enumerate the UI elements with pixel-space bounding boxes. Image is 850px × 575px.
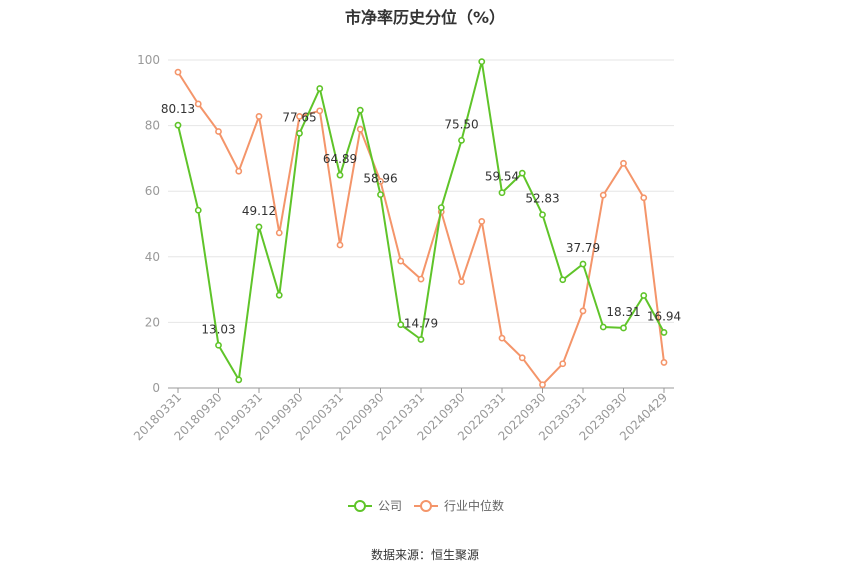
data-point [599, 191, 607, 199]
data-label: 37.79 [566, 241, 600, 255]
data-point [660, 329, 668, 336]
data-point [194, 206, 202, 214]
legend-label-0: 公司 [378, 499, 402, 513]
data-label: 18.31 [606, 305, 640, 319]
data-point [316, 107, 324, 115]
data-label: 16.94 [647, 309, 681, 323]
data-point [194, 100, 202, 108]
data-point [336, 171, 344, 179]
data-label: 52.83 [525, 192, 559, 206]
data-point [518, 354, 526, 362]
data-point [559, 360, 567, 368]
data-point [559, 276, 567, 284]
data-point [215, 341, 222, 349]
legend-marker-0 [354, 500, 366, 512]
y-tick-label: 60 [145, 184, 160, 198]
series-line-0 [177, 60, 665, 381]
data-point [174, 121, 182, 129]
data-point [620, 324, 627, 332]
data-point [498, 334, 506, 342]
data-point [275, 229, 283, 237]
data-label: 59.54 [485, 170, 519, 184]
data-point [458, 278, 465, 286]
data-point [417, 275, 425, 283]
data-label: 49.12 [242, 204, 276, 218]
data-point [579, 260, 587, 268]
data-point [235, 167, 243, 175]
data-point [377, 191, 384, 199]
data-point [458, 136, 465, 144]
data-point [397, 321, 405, 329]
data-point [296, 129, 303, 137]
y-tick-label: 0 [152, 381, 160, 395]
data-point [640, 292, 648, 299]
data-point [356, 125, 364, 133]
data-point [620, 159, 627, 167]
data-point [478, 58, 486, 66]
data-point [498, 189, 506, 197]
data-point [174, 68, 182, 76]
chart-title: 市净率历史分位（%） [344, 8, 506, 27]
data-point [235, 376, 243, 384]
data-point [539, 211, 546, 219]
data-point [336, 241, 344, 249]
data-point [660, 359, 668, 366]
y-tick-label: 100 [137, 53, 160, 67]
data-point [296, 113, 303, 120]
data-point [316, 85, 324, 92]
data-point [255, 113, 263, 120]
data-label: 77.65 [282, 110, 316, 124]
data-point [539, 381, 546, 389]
data-point [417, 336, 425, 343]
y-tick-label: 40 [145, 250, 160, 264]
data-point [255, 223, 263, 231]
data-point [397, 257, 405, 265]
data-source: 数据来源：恒生聚源 [370, 548, 479, 562]
data-point [579, 307, 587, 315]
legend-marker-1 [420, 500, 432, 512]
data-point [640, 194, 648, 202]
data-point [215, 128, 222, 135]
data-point [275, 291, 283, 299]
data-label: 58.96 [363, 172, 397, 186]
data-point [478, 217, 486, 225]
data-point [356, 106, 364, 114]
data-point [437, 204, 445, 211]
data-point [599, 323, 607, 331]
data-label: 64.89 [323, 152, 357, 166]
y-tick-label: 20 [145, 315, 160, 329]
legend-label-1: 行业中位数 [444, 498, 504, 513]
data-label: 75.50 [444, 117, 478, 131]
data-label: 14.79 [404, 316, 438, 330]
data-label: 13.03 [201, 322, 235, 336]
data-point [518, 169, 526, 177]
data-label: 80.13 [161, 102, 195, 116]
y-tick-label: 80 [145, 119, 160, 133]
